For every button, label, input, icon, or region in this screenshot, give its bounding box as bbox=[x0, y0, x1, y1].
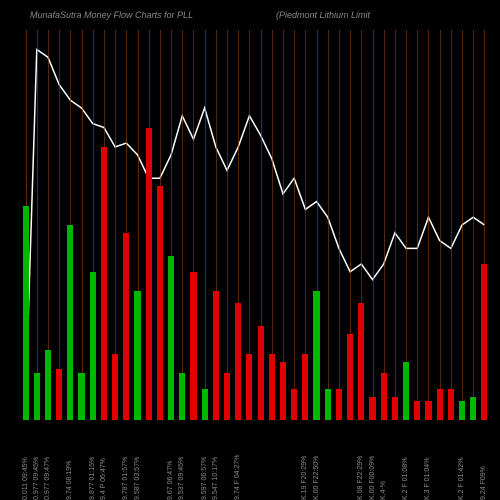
volume-bar bbox=[258, 326, 264, 420]
volume-bar bbox=[101, 147, 107, 420]
volume-bar bbox=[392, 397, 398, 420]
volume-bar bbox=[224, 373, 230, 420]
x-axis-label: K.3 F 01:04% bbox=[424, 425, 431, 500]
volume-bar bbox=[347, 334, 353, 420]
volume-bar bbox=[448, 389, 454, 420]
volume-bar bbox=[157, 186, 163, 420]
grid-line bbox=[328, 30, 329, 420]
grid-line bbox=[384, 30, 385, 420]
volume-bar bbox=[67, 225, 73, 420]
x-axis-labels: 0.011 09:45% 0.977 09:45% 0.977 09:47% 9.74… bbox=[20, 422, 490, 500]
x-axis-label: 9.587 03:57% bbox=[134, 425, 141, 500]
volume-bar bbox=[358, 303, 364, 420]
volume-bar bbox=[246, 354, 252, 420]
volume-bar bbox=[90, 272, 96, 420]
volume-bar bbox=[235, 303, 241, 420]
grid-line bbox=[451, 30, 452, 420]
x-axis-label: 0.011 09:45% bbox=[22, 425, 29, 500]
volume-bar bbox=[437, 389, 443, 420]
x-axis-label: K.00 F22:50% bbox=[313, 425, 320, 500]
volume-bar bbox=[146, 128, 152, 421]
volume-bar bbox=[45, 350, 51, 420]
volume-bar bbox=[325, 389, 331, 420]
x-axis-label: 9.877 01:15% bbox=[89, 425, 96, 500]
grid-line bbox=[473, 30, 474, 420]
grid-line bbox=[205, 30, 206, 420]
grid-line bbox=[294, 30, 295, 420]
grid-line bbox=[37, 30, 38, 420]
grid-line bbox=[462, 30, 463, 420]
volume-bar bbox=[202, 389, 208, 420]
volume-bar bbox=[78, 373, 84, 420]
money-flow-chart bbox=[20, 30, 490, 420]
volume-bar bbox=[123, 233, 129, 420]
volume-bar bbox=[168, 256, 174, 420]
x-axis-label: 9.787 01:57% bbox=[122, 425, 129, 500]
grid-line bbox=[82, 30, 83, 420]
volume-bar bbox=[414, 401, 420, 421]
volume-bar bbox=[23, 206, 29, 421]
chart-title-left: MunafaSutra Money Flow Charts for PLL bbox=[30, 10, 193, 20]
x-axis-label: 9.4 P 06:47% bbox=[100, 425, 107, 500]
x-axis-label: K.00 F00:09% bbox=[369, 425, 376, 500]
volume-bar bbox=[425, 401, 431, 421]
volume-bar bbox=[56, 369, 62, 420]
grid-line bbox=[227, 30, 228, 420]
grid-line bbox=[428, 30, 429, 420]
grid-line bbox=[59, 30, 60, 420]
x-axis-label: K.08 F22:29% bbox=[357, 425, 364, 500]
x-axis-label: K.4-% bbox=[380, 425, 387, 500]
grid-line bbox=[182, 30, 183, 420]
x-axis-label: 9.67 06:47% bbox=[167, 425, 174, 500]
grid-line bbox=[395, 30, 396, 420]
volume-bar bbox=[34, 373, 40, 420]
grid-line bbox=[440, 30, 441, 420]
chart-title-right: (Piedmont Lithium Limit bbox=[276, 10, 370, 20]
volume-bar bbox=[134, 291, 140, 420]
grid-line bbox=[339, 30, 340, 420]
volume-bar bbox=[190, 272, 196, 420]
volume-bar bbox=[291, 389, 297, 420]
x-axis-label: K.2 F 01:42% bbox=[458, 425, 465, 500]
volume-bar bbox=[179, 373, 185, 420]
grid-line bbox=[417, 30, 418, 420]
volume-bar bbox=[313, 291, 319, 420]
volume-bar bbox=[280, 362, 286, 421]
volume-bar bbox=[112, 354, 118, 420]
x-axis-label: K.19 F20:29% bbox=[301, 425, 308, 500]
x-axis-label: 0.977 09:47% bbox=[44, 425, 51, 500]
volume-bar bbox=[459, 401, 465, 421]
volume-bar bbox=[403, 362, 409, 421]
chart-title-row: MunafaSutra Money Flow Charts for PLL (P… bbox=[30, 10, 470, 20]
volume-bar bbox=[369, 397, 375, 420]
volume-bar bbox=[481, 264, 487, 420]
x-axis-label: 9.74 F 04:27% bbox=[234, 425, 241, 500]
x-axis-label: 9.537 09:45% bbox=[178, 425, 185, 500]
volume-bar bbox=[213, 291, 219, 420]
volume-bar bbox=[470, 397, 476, 420]
x-axis-label: 9.74 08:19% bbox=[66, 425, 73, 500]
x-axis-label: 9.24 F09% bbox=[480, 425, 487, 500]
volume-bar bbox=[302, 354, 308, 420]
volume-bar bbox=[269, 354, 275, 420]
x-axis-label: K.2 F 01:08% bbox=[402, 425, 409, 500]
x-axis-label: 9.597 06:57% bbox=[201, 425, 208, 500]
grid-line bbox=[373, 30, 374, 420]
x-axis-label: 9.547 10:17% bbox=[212, 425, 219, 500]
volume-bar bbox=[336, 389, 342, 420]
volume-bar bbox=[381, 373, 387, 420]
x-axis-label: 0.977 09:45% bbox=[33, 425, 40, 500]
